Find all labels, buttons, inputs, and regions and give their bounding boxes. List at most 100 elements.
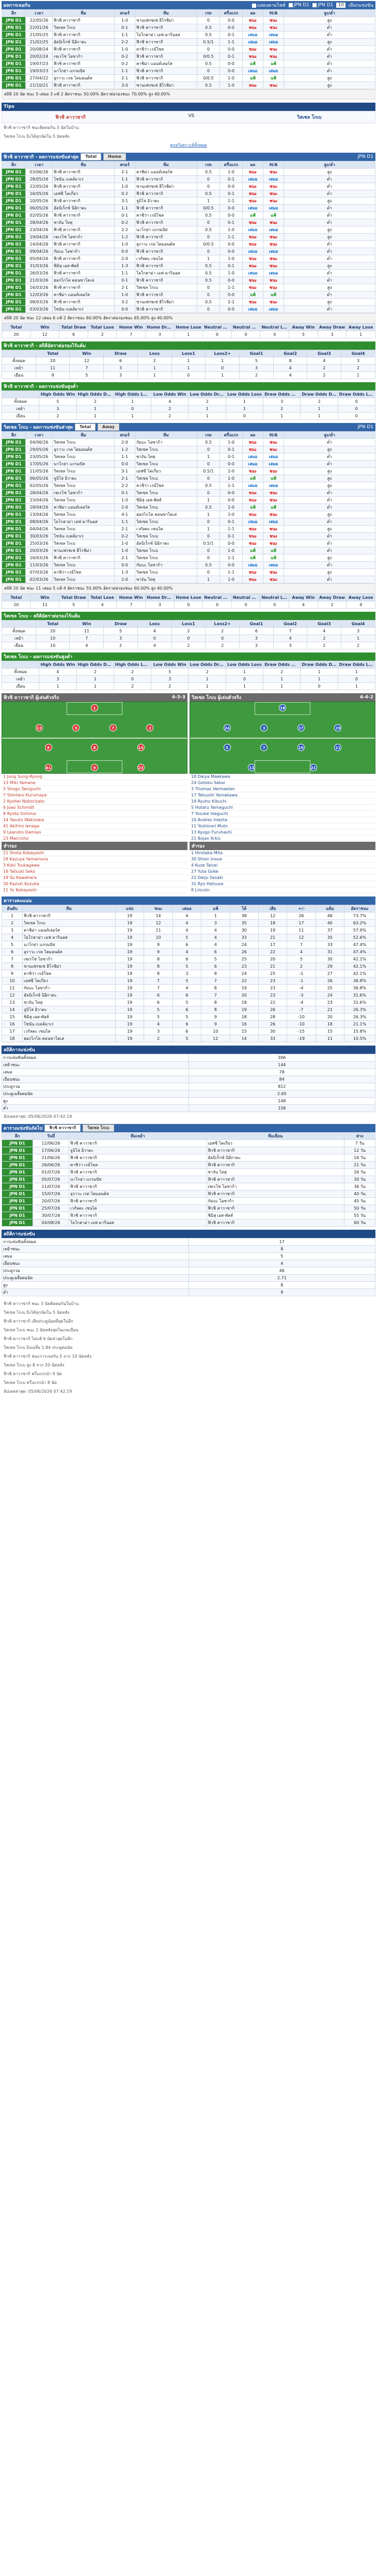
away-team[interactable]: เวกัลตะ เซนได — [135, 525, 197, 533]
player-marker[interactable]: 10 — [297, 744, 305, 752]
away-team[interactable]: ฟิวชิ คาวาซากิ — [135, 190, 197, 198]
player-marker[interactable]: 7 — [260, 744, 268, 752]
tab-away[interactable]: Away — [98, 423, 119, 431]
match-row[interactable]: JPN D1 19/04/26 เซเรโซ่ โอซาก้า 1-2 ฟิวชิ คา… — [2, 233, 375, 241]
match-row[interactable]: JPN D1 05/04/26 ฟิวชิ คาวาซากิ 2-0 เวกัลตะ เ… — [2, 255, 375, 263]
home-team[interactable]: คาชิว่า เรย์โซล — [69, 1161, 207, 1169]
home-team[interactable]: โชนัน เบลล์มาเร่ — [52, 305, 115, 313]
match-row[interactable]: JPN D1 13/04/26 วิสเซล โกเบ 4-1 ฮอกไกโด คอนซ… — [2, 511, 375, 518]
player-marker[interactable]: 7 — [109, 724, 117, 731]
site-checkbox[interactable]: แสดงตามไซท์ — [252, 2, 286, 9]
schedule-row[interactable]: JPN D1 01/07/26 ฟิวชิ คาวาซากิ ซางัน โทสุ 26… — [2, 1168, 375, 1176]
home-team[interactable]: อัลบิเร็กซ์ นิอิกาตะ — [52, 204, 115, 212]
schedule-row[interactable]: JPN D1 21/06/26 ฟิวชิ คาวาซากิ อัลบิเร็กซ์ … — [2, 1154, 375, 1162]
match-row[interactable]: JPN D1 31/03/26 ชิมิสุ เอส-พัลส์ 1-3 ฟิวชิ ค… — [2, 262, 375, 270]
home-team[interactable]: ชิมิสุ เอส-พัลส์ — [52, 262, 115, 270]
match-row[interactable]: JPN D1 08/03/26 ฟิวชิ คาวาซากิ 3-2 ซานเฟรชเช… — [2, 298, 375, 306]
standings-row[interactable]: 18 ฮอกไกโด คอนซาโดเล่ 19 2 5 12 14 33 -19 11 10.5% — [2, 1035, 375, 1042]
match-score[interactable]: 0-1 — [114, 276, 135, 284]
player-marker[interactable]: 9 — [91, 763, 98, 771]
match-score[interactable]: 2-0 — [114, 438, 135, 446]
player-name[interactable]: 8 Ryota Oshima — [2, 811, 187, 817]
home-team[interactable]: จูบิโล่ อิวาตะ — [52, 475, 115, 482]
schedule-row[interactable]: JPN D1 25/07/26 เวกัลตะ เซนได ฟิวชิ คาวาซาก… — [2, 1204, 375, 1212]
away-team[interactable]: ซางัน โทสุ — [206, 1168, 344, 1176]
player-name[interactable]: 28 Kazuya Yamamura — [2, 856, 187, 862]
player-marker[interactable]: 41 — [44, 763, 52, 771]
team-name[interactable]: ชิมิสุ เอส-พัลส์ — [22, 1013, 116, 1021]
match-score[interactable]: 2-1 — [114, 554, 135, 562]
home-team[interactable]: วิสเซล โกเบ — [52, 467, 115, 475]
home-team[interactable]: วิสเซล โกเบ — [52, 496, 115, 504]
standings-row[interactable]: 13 ซางัน โทสุ 19 6 5 8 18 22 -4 23 31.6% — [2, 999, 375, 1006]
player-name[interactable]: 5 Hotaru Yamaguchi — [190, 805, 375, 811]
away-team[interactable]: ฟิวชิ คาวาซากิ — [206, 1204, 344, 1212]
home-team[interactable]: ซางัน โทสุ — [52, 219, 115, 226]
team-name[interactable]: ฮอกไกโด คอนซาโดเล่ — [22, 1035, 116, 1042]
home-team[interactable]: ฟิวชิ คาวาซากิ — [52, 298, 115, 306]
schedule-row[interactable]: JPN D1 04/08/26 โยโกฮาม่า เอฟ มารินอส ฟิวชิ… — [2, 1219, 375, 1227]
home-team[interactable]: เซเรโซ่ โอซาก้า — [52, 489, 115, 497]
home-team[interactable]: วิสเซล โกเบ — [52, 453, 115, 461]
match-row[interactable]: JPN D1 06/05/26 อัลบิเร็กซ์ นิอิกาตะ 1-1 ฟิว… — [2, 204, 375, 212]
player-marker[interactable]: 14 — [137, 744, 145, 752]
player-name[interactable]: 21 Shota Kobayashi — [2, 850, 187, 856]
match-row[interactable]: JPN D1 28/04/26 ซางัน โทสุ 0-2 ฟิวชิ คาวาซาก… — [2, 219, 375, 226]
recent-away-league[interactable]: JPN D1 — [357, 425, 373, 430]
away-team[interactable]: โยโกฮาม่า เอฟ มารินอส — [135, 31, 197, 39]
match-row[interactable]: JPN D1 23/05/26 วิสเซล โกเบ 1-1 ซางัน โทสุ 1 0… — [2, 453, 375, 461]
home-team[interactable]: ฟิวชิ คาวาซากิ — [52, 240, 115, 248]
player-marker[interactable]: 11 — [334, 744, 342, 752]
tab-total-home[interactable]: Total — [81, 153, 102, 160]
player-name[interactable]: 30 Shion Inoue — [190, 856, 375, 862]
player-marker[interactable]: 3 — [260, 724, 268, 731]
home-team[interactable]: โยโกฮาม่า เอฟ มารินอส — [69, 1219, 207, 1227]
recent-home-league[interactable]: JPN D1 — [357, 154, 373, 159]
player-name[interactable]: 3 Thomas Vermaelen — [190, 786, 375, 792]
match-score[interactable]: 1-0 — [114, 17, 135, 24]
home-team[interactable]: ฟิวชิ คาวาซากิ — [52, 197, 115, 205]
match-row[interactable]: JPN D1 20/03/26 ซานเฟรชเช่ ฮิโรชิม่า 1-0 วิส… — [2, 547, 375, 555]
match-score[interactable]: 0-2 — [114, 53, 135, 60]
player-name[interactable]: 23 Marcinho — [2, 836, 187, 842]
home-team[interactable]: โชนัน เบลล์มาเร่ — [52, 532, 115, 540]
player-marker[interactable]: 18 — [279, 704, 286, 712]
player-marker[interactable]: 2 — [146, 724, 154, 731]
match-row[interactable]: JPN D1 20/02/24 เซเรโซ่ โอซาก้า 0-2 ฟิวชิ คา… — [2, 53, 375, 60]
match-row[interactable]: JPN D1 02/03/26 วิสเซล โกเบ 2-0 ซางัน โทสุ 1 1… — [2, 576, 375, 583]
home-team[interactable]: วิสเซล โกเบ — [52, 576, 115, 583]
home-team[interactable]: วิสเซล โกเบ — [52, 525, 115, 533]
match-score[interactable]: 1-1 — [114, 175, 135, 183]
home-team[interactable]: อุราวะ เรด ไดมอนด์ส — [69, 1190, 207, 1198]
away-team[interactable]: ฟิวชิ คาวาซากิ — [135, 219, 197, 226]
away-team[interactable]: ซานเฟรชเช่ ฮิโรชิม่า — [135, 183, 197, 190]
player-name[interactable]: 22 Daiju Sasaki — [190, 875, 375, 881]
match-score[interactable]: 0-0 — [114, 460, 135, 468]
player-name[interactable]: 16 Tatsuki Seko — [2, 869, 187, 875]
team-name[interactable]: วิสเซล โกเบ — [22, 919, 116, 927]
match-row[interactable]: JPN D1 04/04/26 วิสเซล โกเบ 2-1 เวกัลตะ เซนไ… — [2, 525, 375, 533]
schedule-row[interactable]: JPN D1 26/06/26 คาชิว่า เรย์โซล ฟิวชิ คาวาซ… — [2, 1161, 375, 1169]
match-row[interactable]: JPN D1 14/04/26 ฟิวชิ คาวาซากิ 1-0 อุราวะ เร… — [2, 240, 375, 248]
match-row[interactable]: JPN D1 30/03/26 โชนัน เบลล์มาเร่ 0-2 วิสเซล … — [2, 532, 375, 540]
schedule-row[interactable]: JPN D1 17/06/26 จูบิโล่ อิวาตะ ฟิวชิ คาวาซา… — [2, 1147, 375, 1154]
tab-home[interactable]: Home — [103, 153, 126, 160]
match-score[interactable]: 2-0 — [114, 255, 135, 263]
match-row[interactable]: JPN D1 21/05/25 ฟิวชิ คาวาซากิ 1-1 โยโกฮาม่า… — [2, 31, 375, 39]
match-score[interactable]: 0-0 — [114, 561, 135, 569]
match-score[interactable]: 1-1 — [114, 269, 135, 277]
away-team[interactable]: ฟิวชิ คาวาซากิ — [135, 262, 197, 270]
away-team[interactable]: ซานเฟรชเช่ ฮิโรชิม่า — [135, 17, 197, 24]
count-select[interactable]: 10 — [336, 3, 345, 8]
match-row[interactable]: JPN D1 22/05/26 ฟิวชิ คาวาซากิ 1-0 ซานเฟรชเช… — [2, 17, 375, 24]
schedule-row[interactable]: JPN D1 30/07/26 ฟิวชิ คาวาซากิ ชิมิสุ เอส-พ… — [2, 1212, 375, 1219]
standings-row[interactable]: 1 ฟิวชิ คาวาซากิ 19 14 4 1 38 12 26 46 73.7% — [2, 912, 375, 920]
away-team[interactable]: ซานเฟรชเช่ ฮิโรชิม่า — [135, 298, 197, 306]
home-team[interactable]: ฟิวชิ คาวาซากิ — [69, 1139, 207, 1147]
player-name[interactable]: 6 Joao Schmidt — [2, 805, 187, 811]
home-team[interactable]: คาชิม่า แอนท์เลอร์ส — [52, 291, 115, 299]
away-team[interactable]: วิสเซล โกเบ — [135, 568, 197, 576]
match-score[interactable]: 2-0 — [114, 503, 135, 511]
match-score[interactable]: 1-2 — [114, 233, 135, 241]
player-marker[interactable]: 13 — [248, 763, 256, 771]
